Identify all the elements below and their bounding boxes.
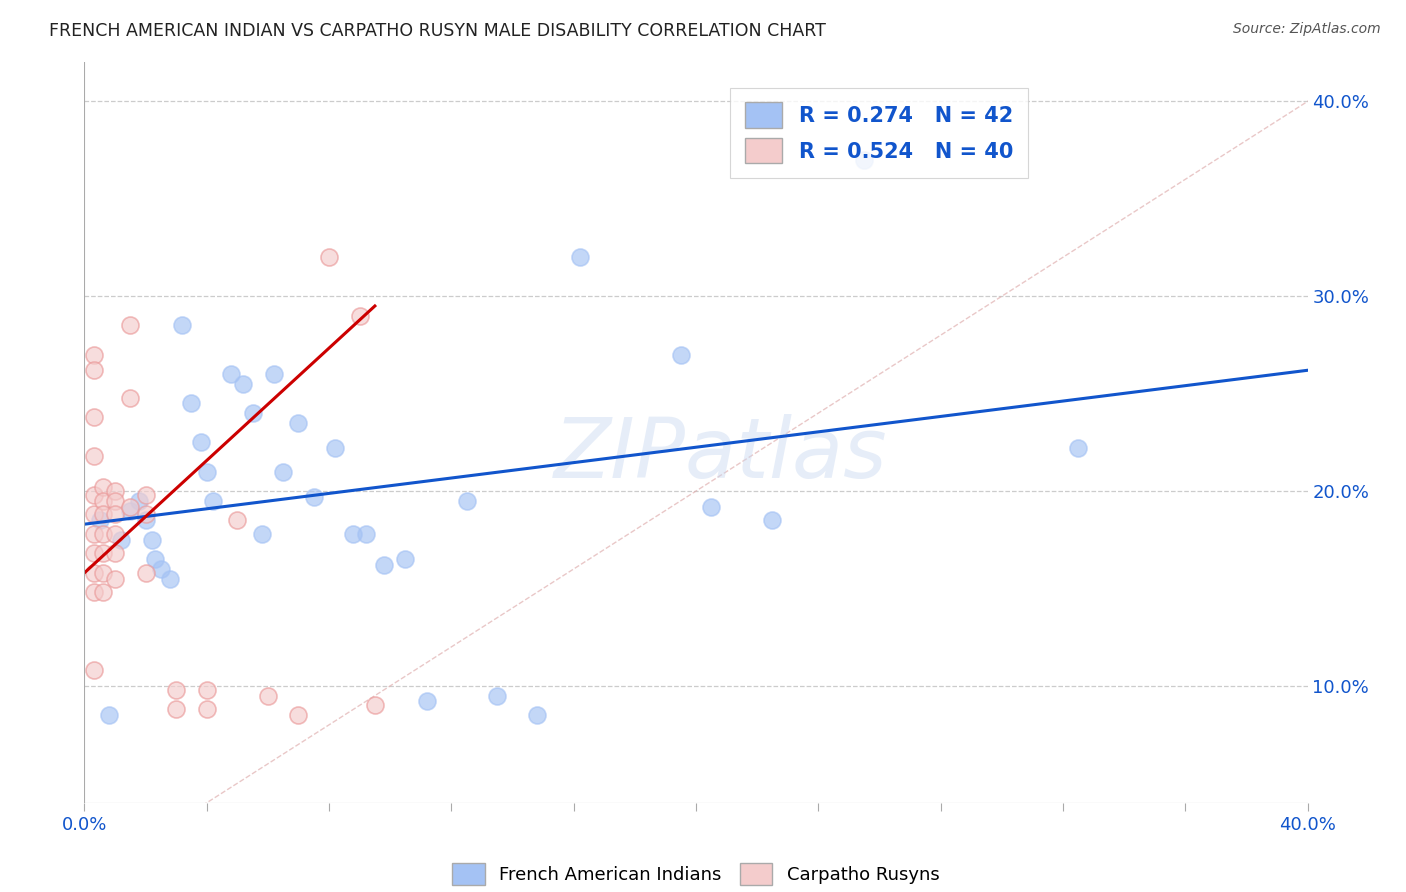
Point — [373, 558, 395, 573]
Point — [83, 508, 105, 522]
Point — [120, 391, 142, 405]
Text: ZIPatlas: ZIPatlas — [554, 414, 887, 495]
Point — [700, 500, 723, 514]
Point — [159, 572, 181, 586]
Point — [195, 702, 218, 716]
Point — [456, 493, 478, 508]
Point — [416, 694, 439, 708]
Text: Source: ZipAtlas.com: Source: ZipAtlas.com — [1233, 22, 1381, 37]
Point — [669, 348, 692, 362]
Point — [135, 513, 157, 527]
Point — [110, 533, 132, 547]
Point — [104, 527, 127, 541]
Point — [302, 490, 325, 504]
Point — [232, 376, 254, 391]
Point — [257, 689, 280, 703]
Legend: French American Indians, Carpatho Rusyns: French American Indians, Carpatho Rusyns — [446, 856, 946, 892]
Point — [149, 562, 172, 576]
Point — [83, 488, 105, 502]
Point — [323, 441, 346, 455]
Point — [91, 527, 114, 541]
Point — [83, 449, 105, 463]
Point — [83, 663, 105, 677]
Point — [135, 508, 157, 522]
Point — [226, 513, 249, 527]
Point — [141, 533, 163, 547]
Point — [250, 527, 273, 541]
Point — [83, 546, 105, 560]
Point — [195, 682, 218, 697]
Point — [120, 500, 142, 514]
Point — [486, 689, 509, 703]
Point — [135, 566, 157, 580]
Point — [83, 566, 105, 580]
Point — [91, 546, 114, 560]
Point — [91, 493, 114, 508]
Point — [83, 410, 105, 425]
Point — [318, 250, 340, 264]
Point — [180, 396, 202, 410]
Point — [91, 480, 114, 494]
Point — [568, 250, 591, 264]
Point — [104, 493, 127, 508]
Point — [83, 585, 105, 599]
Point — [1067, 441, 1090, 455]
Point — [263, 367, 285, 381]
Point — [120, 503, 142, 517]
Point — [83, 527, 105, 541]
Point — [83, 363, 105, 377]
Point — [89, 513, 111, 527]
Point — [165, 682, 187, 697]
Point — [354, 527, 377, 541]
Point — [190, 435, 212, 450]
Point — [135, 488, 157, 502]
Point — [104, 484, 127, 499]
Point — [219, 367, 242, 381]
Point — [853, 153, 876, 167]
Point — [195, 465, 218, 479]
Point — [143, 552, 166, 566]
Point — [83, 348, 105, 362]
Point — [172, 318, 194, 333]
Point — [287, 708, 309, 723]
Point — [120, 318, 142, 333]
Point — [104, 508, 127, 522]
Point — [201, 493, 224, 508]
Point — [128, 493, 150, 508]
Point — [349, 309, 371, 323]
Point — [97, 708, 120, 723]
Point — [761, 513, 783, 527]
Point — [91, 585, 114, 599]
Point — [165, 702, 187, 716]
Point — [104, 572, 127, 586]
Point — [91, 508, 114, 522]
Text: FRENCH AMERICAN INDIAN VS CARPATHO RUSYN MALE DISABILITY CORRELATION CHART: FRENCH AMERICAN INDIAN VS CARPATHO RUSYN… — [49, 22, 827, 40]
Point — [104, 546, 127, 560]
Point — [242, 406, 264, 420]
Point — [342, 527, 364, 541]
Point — [526, 708, 548, 723]
Point — [287, 416, 309, 430]
Point — [91, 566, 114, 580]
Point — [394, 552, 416, 566]
Point — [271, 465, 294, 479]
Point — [364, 698, 387, 713]
